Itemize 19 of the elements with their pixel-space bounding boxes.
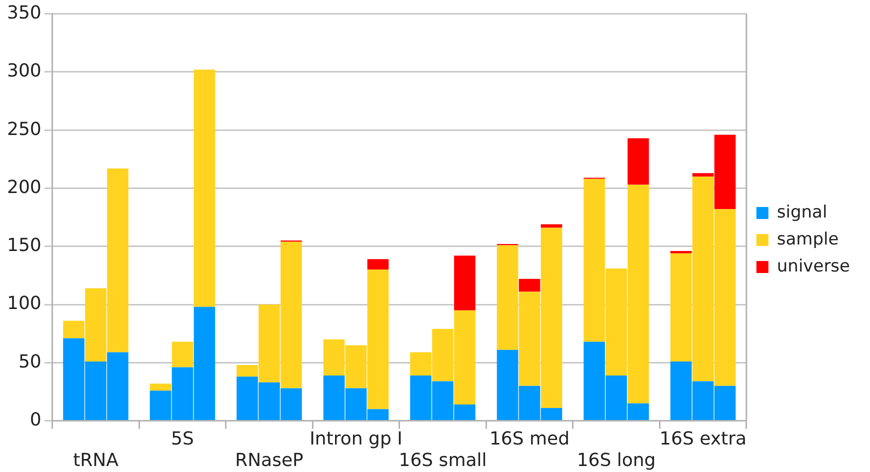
x-tick-label: 16S long [576, 450, 656, 471]
legend-label: sample [776, 229, 839, 250]
y-tick-label: 150 [6, 235, 42, 256]
x-tick-label: tRNA [73, 450, 120, 471]
y-tick-label: 250 [6, 118, 42, 140]
x-tick-label: 16S extra [660, 428, 746, 450]
y-tick-label: 350 [6, 2, 42, 24]
y-tick-label: 0 [30, 409, 42, 430]
y-tick-label: 50 [18, 351, 42, 372]
x-tick-label: RNaseP [235, 450, 304, 471]
x-tick-label: Intron gp I [310, 428, 402, 450]
y-tick-label: 100 [6, 293, 42, 314]
legend-label: universe [776, 256, 850, 276]
x-tick-label: 16S small [398, 450, 487, 471]
legend-label: signal [776, 202, 828, 222]
x-tick-label: 5S [171, 428, 194, 450]
y-tick-label: 300 [6, 60, 42, 82]
y-tick-label: 200 [6, 176, 42, 198]
x-tick-label: 16S med [489, 428, 570, 450]
